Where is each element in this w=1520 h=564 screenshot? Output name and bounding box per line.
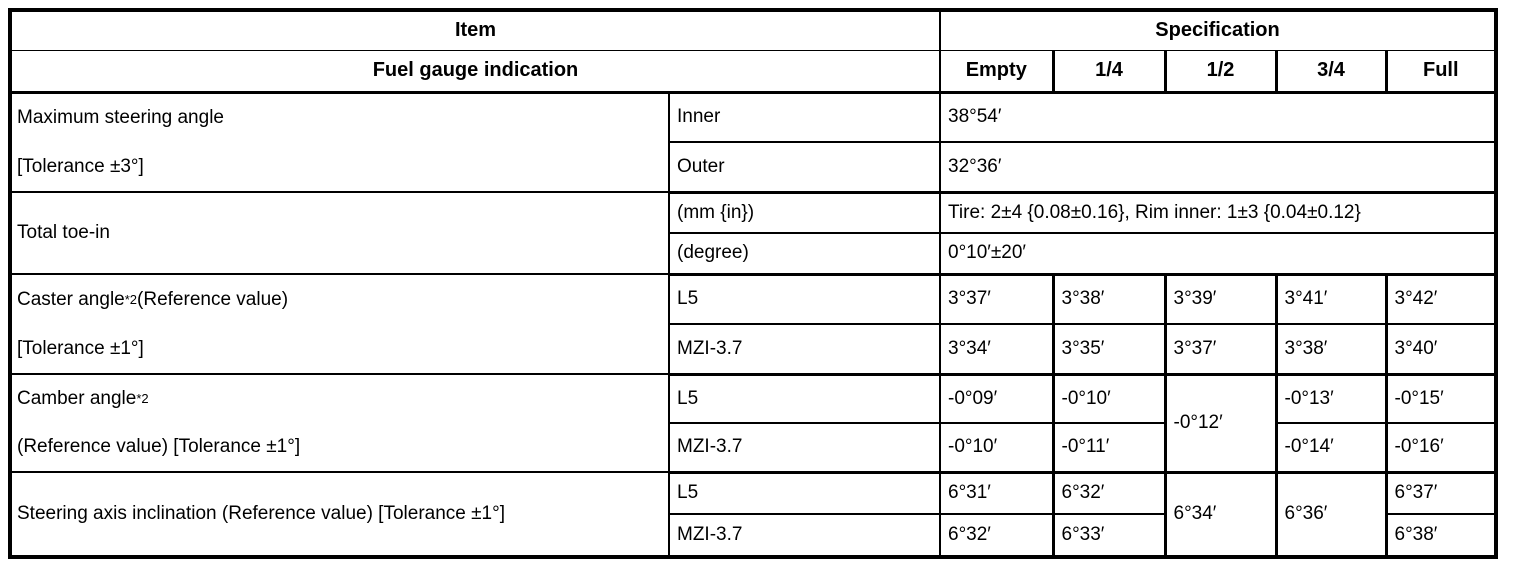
sub-item-mzi-3-7: MZI-3.7 bbox=[668, 513, 941, 558]
sub-item-mm-in: (mm {in}) bbox=[668, 191, 941, 234]
spec-value-cell: 6°33′ bbox=[1051, 513, 1166, 558]
spec-value-cell-merged: 6°34′ bbox=[1163, 471, 1277, 558]
spec-value-cell: -0°13′ bbox=[1274, 373, 1387, 424]
item-label-line: [Tolerance ±3°] bbox=[17, 155, 144, 177]
table-row: MZI-3.7 6°32′ 6°33′ 6°38′ bbox=[10, 513, 1498, 558]
spec-value-cell: 3°38′ bbox=[1274, 323, 1387, 376]
sub-item-mzi-3-7: MZI-3.7 bbox=[668, 422, 941, 474]
spec-value-cell: 6°31′ bbox=[939, 471, 1054, 515]
header-level-full: Full bbox=[1384, 49, 1498, 94]
table-row: (degree) 0°10′±20′ bbox=[10, 232, 1498, 276]
item-maximum-steering-angle: Maximum steering angle [Tolerance ±3°] bbox=[9, 91, 670, 193]
item-steering-axis-inclination: Steering axis inclination (Reference val… bbox=[9, 471, 670, 558]
item-label-lines: Caster angle *2 (Reference value) [Tolera… bbox=[12, 276, 667, 372]
header-item: Item bbox=[9, 9, 941, 51]
spec-value-cell: 3°37′ bbox=[1163, 323, 1277, 376]
sub-item-l5: L5 bbox=[668, 273, 941, 325]
sub-item-mzi-3-7: MZI-3.7 bbox=[668, 323, 941, 376]
item-label-text: (Reference value) bbox=[137, 288, 289, 310]
spec-value-cell: 3°42′ bbox=[1384, 273, 1498, 325]
spec-value-cell: -0°15′ bbox=[1384, 373, 1498, 424]
spec-value-cell: 32°36′ bbox=[938, 141, 1498, 194]
spec-value-cell: 3°35′ bbox=[1051, 323, 1166, 376]
spec-value-cell: 3°38′ bbox=[1051, 273, 1166, 325]
header-level-empty: Empty bbox=[939, 49, 1054, 94]
item-camber-angle: Camber angle *2 (Reference value) [Tolera… bbox=[9, 373, 670, 473]
header-level-threequarter: 3/4 bbox=[1274, 49, 1387, 94]
item-label-lines: Camber angle *2 (Reference value) [Tolera… bbox=[12, 376, 667, 470]
table-row: Maximum steering angle [Tolerance ±3°] I… bbox=[9, 91, 1498, 193]
spec-value-cell: -0°14′ bbox=[1274, 422, 1387, 474]
sub-item-inner: Inner bbox=[668, 91, 941, 143]
spec-value-cell-merged: 6°36′ bbox=[1274, 471, 1387, 558]
specification-table: Item Specification Fuel gauge indication… bbox=[8, 8, 1499, 559]
table-row: Item Specification bbox=[9, 9, 1498, 51]
item-total-toe-in: Total toe-in bbox=[9, 191, 670, 275]
spec-value-cell: 3°37′ bbox=[939, 273, 1054, 325]
table-row: MZI-3.7 3°34′ 3°35′ 3°37′ 3°38′ 3°40′ bbox=[10, 323, 1498, 376]
table-row: Total toe-in (mm {in}) Tire: 2±4 {0.08±0… bbox=[9, 191, 1498, 275]
item-label-line: [Tolerance ±1°] bbox=[17, 337, 144, 359]
item-label-text: Caster angle bbox=[17, 288, 125, 310]
header-specification: Specification bbox=[938, 9, 1498, 51]
spec-value-cell: 6°32′ bbox=[939, 513, 1054, 558]
spec-value-cell: Tire: 2±4 {0.08±0.16}, Rim inner: 1±3 {0… bbox=[938, 191, 1498, 234]
spec-value-cell: 3°34′ bbox=[939, 323, 1054, 376]
spec-value-cell-merged: -0°12′ bbox=[1163, 373, 1277, 474]
spec-value-cell: -0°11′ bbox=[1051, 422, 1166, 474]
spec-value-cell: -0°16′ bbox=[1384, 422, 1498, 474]
item-label-lines: Maximum steering angle [Tolerance ±3°] bbox=[12, 94, 667, 190]
spec-value-cell: 6°37′ bbox=[1384, 471, 1498, 515]
spec-value-cell: 6°38′ bbox=[1384, 513, 1498, 558]
header-level-quarter: 1/4 bbox=[1051, 49, 1166, 94]
spec-value-cell: 3°41′ bbox=[1274, 273, 1387, 325]
header-level-half: 1/2 bbox=[1163, 49, 1277, 94]
spec-value-cell: 38°54′ bbox=[938, 91, 1498, 143]
spec-value-cell: -0°10′ bbox=[1051, 373, 1166, 424]
sub-item-l5: L5 bbox=[668, 373, 941, 424]
spec-value-cell: -0°09′ bbox=[939, 373, 1054, 424]
table-row: Caster angle *2 (Reference value) [Tolera… bbox=[9, 273, 1498, 375]
header-fuel-gauge-indication: Fuel gauge indication bbox=[9, 49, 941, 94]
sub-item-outer: Outer bbox=[668, 141, 941, 194]
spec-value-cell: 3°39′ bbox=[1163, 273, 1277, 325]
item-label-line: Caster angle *2 (Reference value) bbox=[17, 288, 289, 310]
sub-item-l5: L5 bbox=[668, 471, 941, 515]
spec-value-cell: 3°40′ bbox=[1384, 323, 1498, 376]
sub-item-degree: (degree) bbox=[668, 232, 941, 276]
item-label-line: (Reference value) [Tolerance ±1°] bbox=[17, 436, 301, 457]
table-row: Steering axis inclination (Reference val… bbox=[9, 471, 1498, 558]
item-label-line: Camber angle *2 bbox=[17, 388, 149, 409]
spec-value-cell: -0°10′ bbox=[939, 422, 1054, 474]
item-label-text: Camber angle bbox=[17, 388, 137, 409]
spec-value-cell: 6°32′ bbox=[1051, 471, 1166, 515]
table-row: Outer 32°36′ bbox=[10, 141, 1498, 194]
spec-value-cell: 0°10′±20′ bbox=[938, 232, 1498, 276]
table-row: MZI-3.7 -0°10′ -0°11′ -0°14′ -0°16′ bbox=[10, 422, 1498, 474]
item-label-line: Maximum steering angle bbox=[17, 106, 224, 128]
item-caster-angle: Caster angle *2 (Reference value) [Tolera… bbox=[9, 273, 670, 375]
table-row: Camber angle *2 (Reference value) [Tolera… bbox=[9, 373, 1498, 474]
table-row: Fuel gauge indication Empty 1/4 1/2 3/4 … bbox=[9, 49, 1498, 94]
